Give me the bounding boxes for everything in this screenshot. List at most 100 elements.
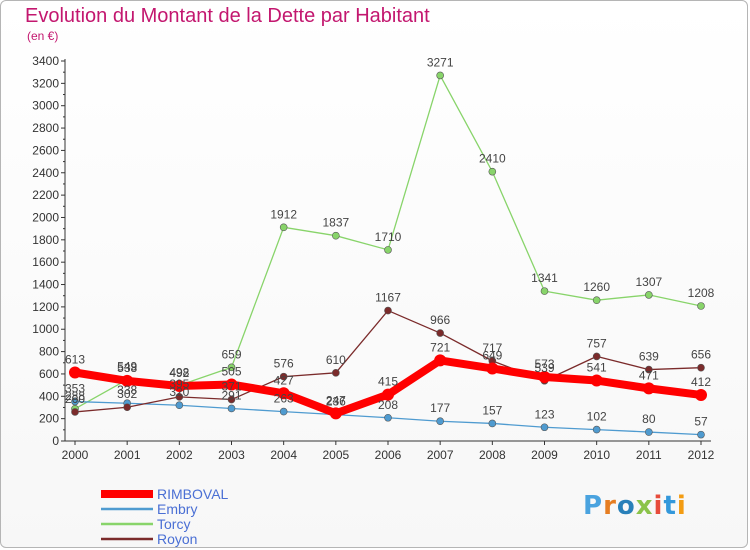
data-label-embry: 57 xyxy=(694,415,708,429)
chart-title: Evolution du Montant de la Dette par Hab… xyxy=(25,5,430,27)
data-label-rimboval: 415 xyxy=(378,375,398,389)
point-rimboval xyxy=(173,380,186,393)
data-label-rimboval: 427 xyxy=(274,373,294,387)
data-label-embry: 80 xyxy=(642,412,656,426)
y-tick-label: 1600 xyxy=(32,255,59,269)
point-royon xyxy=(123,403,131,412)
x-tick-label: 2011 xyxy=(636,448,662,462)
logo-letter: t xyxy=(663,491,677,521)
data-label-embry: 157 xyxy=(482,403,502,417)
point-torcy xyxy=(384,246,392,254)
data-label-embry: 263 xyxy=(274,392,294,406)
y-tick-label: 200 xyxy=(39,412,59,426)
data-label-torcy: 288 xyxy=(65,389,85,403)
data-label-torcy: 498 xyxy=(169,365,189,379)
point-torcy xyxy=(436,71,444,80)
data-label-royon: 302 xyxy=(117,387,137,401)
x-tick-label: 2007 xyxy=(427,448,454,462)
point-rimboval xyxy=(121,374,134,387)
logo-letter: x xyxy=(635,491,654,521)
x-tick-label: 2005 xyxy=(322,448,349,462)
data-label-rimboval: 412 xyxy=(691,375,711,389)
data-label-royon: 539 xyxy=(534,361,554,375)
data-label-royon: 656 xyxy=(691,348,711,362)
point-rimboval xyxy=(382,388,394,401)
point-royon xyxy=(697,363,705,372)
data-label-embry: 320 xyxy=(169,385,189,399)
data-label-torcy: 1260 xyxy=(583,280,610,294)
data-label-rimboval: 613 xyxy=(65,352,85,366)
point-embry xyxy=(592,425,601,434)
data-label-embry: 353 xyxy=(65,382,85,396)
point-royon xyxy=(384,306,392,315)
point-embry xyxy=(645,428,653,436)
x-tick-label: 2000 xyxy=(62,448,89,462)
point-rimboval xyxy=(695,388,707,401)
point-royon xyxy=(175,393,184,401)
x-tick-label: 2006 xyxy=(375,448,402,462)
point-royon xyxy=(436,329,444,337)
legend-label-embry: Embry xyxy=(157,501,197,517)
y-tick-label: 1800 xyxy=(32,233,59,247)
data-label-rimboval: 649 xyxy=(482,348,502,362)
point-rimboval xyxy=(434,354,447,367)
point-royon xyxy=(279,372,288,381)
data-label-royon: 639 xyxy=(639,350,659,364)
legend-label-rimboval: RIMBOVAL xyxy=(157,486,229,502)
point-rimboval xyxy=(590,374,603,387)
point-torcy xyxy=(645,291,653,299)
logo-letter: i xyxy=(676,491,687,521)
point-embry xyxy=(540,423,549,432)
data-label-embry: 102 xyxy=(587,410,607,424)
x-tick-label: 2004 xyxy=(270,448,297,462)
point-torcy xyxy=(332,231,340,240)
y-tick-label: 3000 xyxy=(32,99,59,113)
chart-subtitle: (en €) xyxy=(27,29,59,43)
point-rimboval xyxy=(329,407,342,420)
data-label-embry: 177 xyxy=(430,401,450,415)
data-label-embry: 236 xyxy=(326,395,346,409)
point-rimboval xyxy=(642,382,655,395)
data-label-embry: 338 xyxy=(117,383,137,397)
y-tick-label: 800 xyxy=(39,345,59,359)
y-tick-label: 2400 xyxy=(32,166,59,180)
data-label-royon: 966 xyxy=(430,313,450,327)
data-label-torcy: 1710 xyxy=(375,230,402,244)
data-label-embry: 208 xyxy=(378,398,398,412)
point-royon xyxy=(71,408,79,416)
logo-letter: r xyxy=(603,491,617,521)
point-royon xyxy=(227,395,236,404)
y-tick-label: 600 xyxy=(39,367,59,381)
data-label-torcy: 1307 xyxy=(635,275,662,289)
y-tick-label: 0 xyxy=(52,434,59,448)
y-tick-label: 1400 xyxy=(32,278,59,292)
point-torcy xyxy=(592,296,601,304)
point-torcy xyxy=(540,287,549,295)
point-torcy xyxy=(697,302,705,310)
y-tick-label: 2800 xyxy=(32,121,59,135)
point-embry xyxy=(384,413,392,422)
point-embry xyxy=(279,407,288,416)
data-label-royon: 576 xyxy=(274,357,294,371)
point-embry xyxy=(227,404,236,413)
x-tick-label: 2008 xyxy=(479,448,506,462)
data-label-royon: 1167 xyxy=(375,291,401,305)
point-torcy xyxy=(227,363,236,372)
data-label-rimboval: 573 xyxy=(534,357,554,371)
data-label-rimboval: 492 xyxy=(169,366,189,380)
logo-letter: i xyxy=(653,491,664,521)
data-label-torcy: 3271 xyxy=(427,55,454,69)
x-tick-label: 2009 xyxy=(531,448,558,462)
y-tick-label: 2200 xyxy=(32,188,59,202)
point-rimboval xyxy=(538,370,551,383)
data-label-embry: 123 xyxy=(534,407,554,421)
data-label-rimboval: 721 xyxy=(430,340,450,354)
data-label-rimboval: 538 xyxy=(117,361,137,375)
point-embry xyxy=(436,417,444,426)
x-tick-label: 2003 xyxy=(218,448,245,462)
point-embry xyxy=(697,430,705,439)
data-label-torcy: 1208 xyxy=(688,286,715,300)
y-tick-label: 400 xyxy=(39,389,59,403)
data-label-torcy: 2410 xyxy=(479,152,506,166)
